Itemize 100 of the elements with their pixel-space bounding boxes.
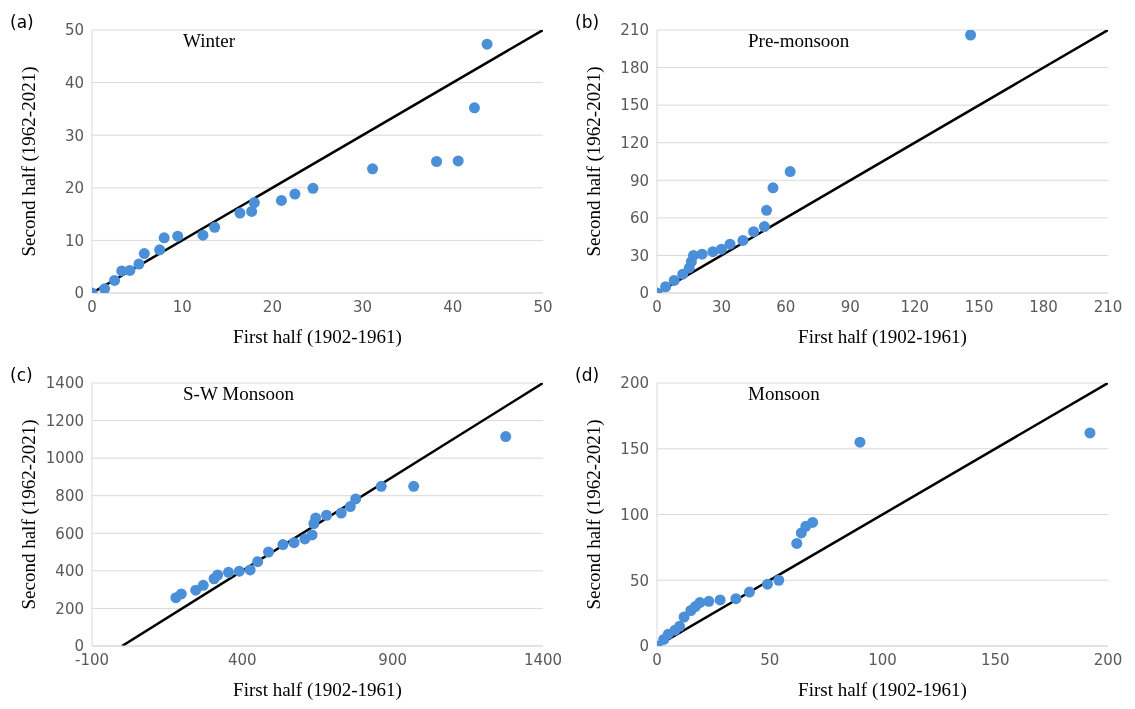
point [307,182,319,194]
y-tick-label: 10 [64,231,84,250]
point [289,188,301,200]
point [758,221,770,233]
point [350,493,362,505]
y-axis-title: Second half (1962-2021) [582,419,605,610]
annotation: Monsoon [748,383,820,405]
point [773,574,785,586]
point [244,564,256,576]
point [367,163,379,175]
y-tick-label: 0 [639,284,649,303]
y-tick-label: 30 [64,126,84,145]
y-tick-label: 60 [629,209,649,228]
point [730,593,742,605]
x-tick-label: 30 [711,297,731,316]
x-tick-label: 120 [900,297,930,316]
point [500,431,512,443]
point [275,194,287,206]
point [124,264,136,276]
y-tick-label: 180 [620,58,649,77]
y-tick-label: 600 [55,524,84,543]
y-tick-label: 200 [55,599,84,618]
point [109,274,121,286]
x-tick-label: 40 [443,297,463,316]
x-tick-label: 30 [353,297,373,316]
point [223,566,234,578]
point [288,537,300,549]
point [246,205,258,217]
annotation: Winter [183,30,235,52]
point [784,166,796,178]
y-tick-label: 210 [620,21,649,40]
x-tick-label: 20 [262,297,282,316]
y-tick-label: 0 [74,284,84,303]
x-tick-label: 90 [840,297,860,316]
y-tick-label: 150 [620,96,649,115]
x-tick-label: 0 [652,650,662,669]
x-tick-label: -100 [74,650,110,669]
y-tick-label: 1400 [45,374,84,393]
point [212,569,224,581]
y-axis-title: Second half (1962-2021) [17,66,40,257]
y-tick-label: 800 [55,487,84,506]
point [252,556,264,568]
x-tick-label: 60 [776,297,796,316]
x-tick-label: 150 [980,650,1010,669]
point [234,207,246,219]
chart-title: (c) [10,365,33,385]
point [375,480,387,492]
x-tick-label: 400 [228,650,257,669]
y-tick-label: 1200 [45,411,84,430]
x-tick-label: 0 [652,297,662,316]
point [674,620,686,632]
point [154,244,166,256]
point [767,182,779,194]
point [452,155,464,167]
chart-title: (d) [575,365,600,385]
point [481,38,493,50]
point [262,546,274,558]
point [344,501,356,513]
point [707,246,719,258]
x-tick-label: 50 [533,297,553,316]
y-tick-label: 30 [629,246,649,265]
x-tick-label: 210 [1093,297,1123,316]
point [172,230,184,242]
point [1084,427,1096,439]
x-axis-title: First half (1902-1961) [233,326,402,348]
point [321,509,333,521]
y-tick-label: 100 [620,505,649,524]
x-tick-label: 100 [868,650,897,669]
point [694,597,706,609]
y-tick-label: 50 [64,21,84,40]
x-tick-label: 1400 [523,650,563,669]
point [209,221,221,233]
point [737,234,749,246]
x-tick-label: 50 [760,650,780,669]
y-tick-label: 40 [64,73,84,92]
x-tick-label: 10 [172,297,192,316]
y-tick-label: 20 [64,179,84,198]
point [190,584,202,596]
point [138,248,150,260]
point [660,281,672,293]
y-tick-label: 150 [620,440,649,459]
y-tick-label: 120 [620,134,649,153]
point [197,579,209,591]
point [233,565,245,577]
point [696,248,708,260]
point [965,30,977,41]
x-tick-label: 900 [378,650,407,669]
y-axis-title: Second half (1962-2021) [17,419,40,610]
y-tick-label: 0 [639,637,649,656]
point [468,102,480,114]
x-tick-label: 0 [87,297,97,316]
annotation: Pre-monsoon [748,30,850,52]
y-tick-label: 400 [55,562,84,581]
point [408,480,420,492]
x-tick-label: 150 [964,297,994,316]
point [714,594,726,606]
point [431,156,443,167]
point [133,258,145,270]
point [748,226,760,238]
y-tick-label: 1000 [45,449,84,468]
